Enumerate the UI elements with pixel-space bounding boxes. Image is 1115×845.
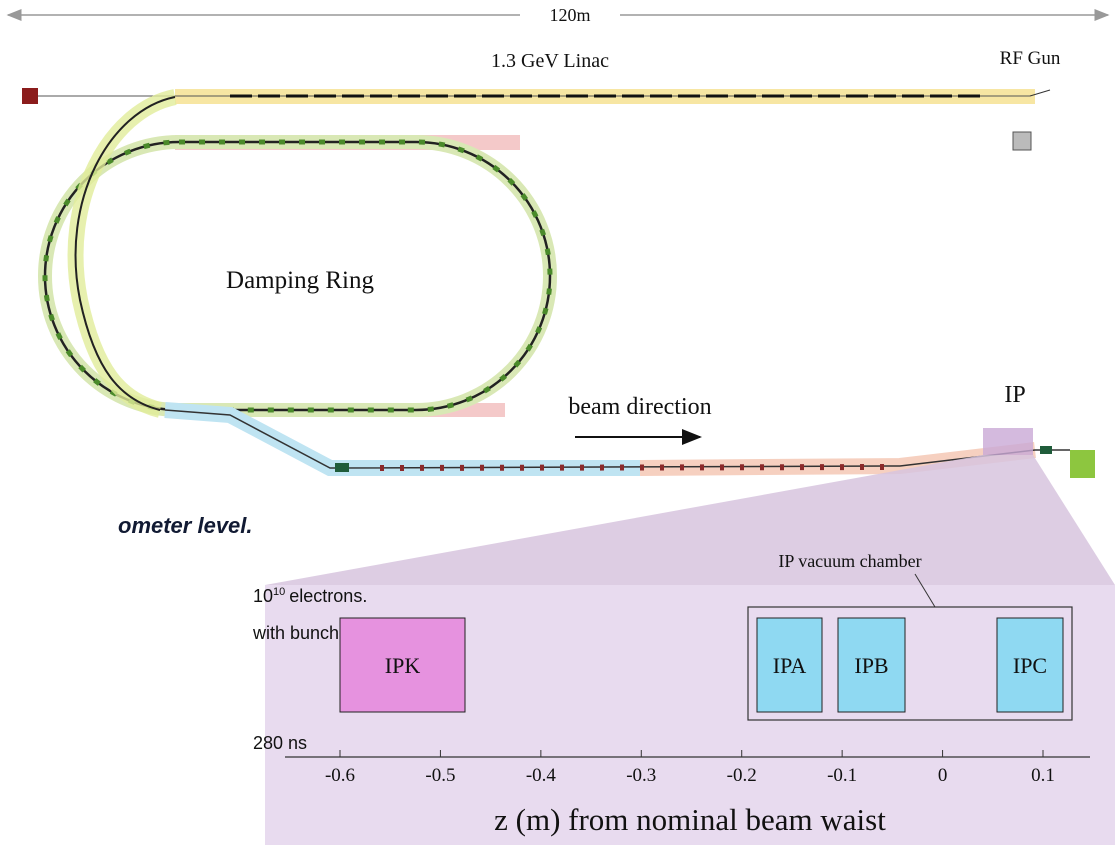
dump: [1070, 450, 1095, 478]
gun-line: [1029, 89, 1051, 97]
linac-label: 1.3 GeV Linac: [491, 50, 609, 72]
component-label: IPB: [854, 653, 888, 678]
injection-line: [74, 96, 176, 411]
vacuum-chamber: [747, 606, 1073, 721]
tick-label: 0.1: [1031, 765, 1055, 786]
component-box: [339, 617, 466, 713]
text: electrons.: [289, 586, 368, 606]
component-box: [756, 617, 823, 713]
ip-label: IP: [1004, 382, 1025, 408]
ring-magnets: [42, 139, 553, 413]
chamber-label: IP vacuum chamber: [778, 551, 921, 571]
magnet: [1040, 446, 1052, 454]
component-label: IPK: [385, 653, 421, 678]
magnet: [335, 463, 349, 472]
beam-direction-label: beam direction: [568, 394, 711, 420]
component-box: [837, 617, 906, 713]
superscript: 10: [273, 586, 286, 598]
axis-label: z (m) from nominal beam waist: [494, 802, 886, 837]
ring-label: Damping Ring: [226, 267, 374, 294]
tick-label: -0.4: [526, 765, 557, 786]
text-line: 1010 electrons.: [253, 586, 367, 607]
tick-label: -0.2: [727, 765, 757, 786]
tick-label: -0.1: [827, 765, 857, 786]
component-label: IPC: [1013, 653, 1047, 678]
ip-region: [983, 428, 1033, 455]
zoom-projection: [265, 455, 1115, 585]
text: 10: [253, 586, 274, 606]
rf-gun-label: RF Gun: [1000, 48, 1061, 69]
component-label: IPA: [773, 653, 807, 678]
text-line: with bunch: [253, 623, 340, 643]
scale-label: 120m: [549, 5, 590, 25]
tick-label: -0.5: [425, 765, 455, 786]
tick-label: -0.3: [626, 765, 656, 786]
text-line: 280 ns: [253, 733, 308, 753]
component-box: [996, 617, 1064, 713]
tick-label: -0.6: [325, 765, 355, 786]
tick-label: 0: [938, 765, 948, 786]
headline: ometer level.: [118, 513, 253, 538]
leader-line: [914, 573, 936, 608]
laser-box: [1012, 131, 1032, 151]
dump: [22, 88, 38, 104]
